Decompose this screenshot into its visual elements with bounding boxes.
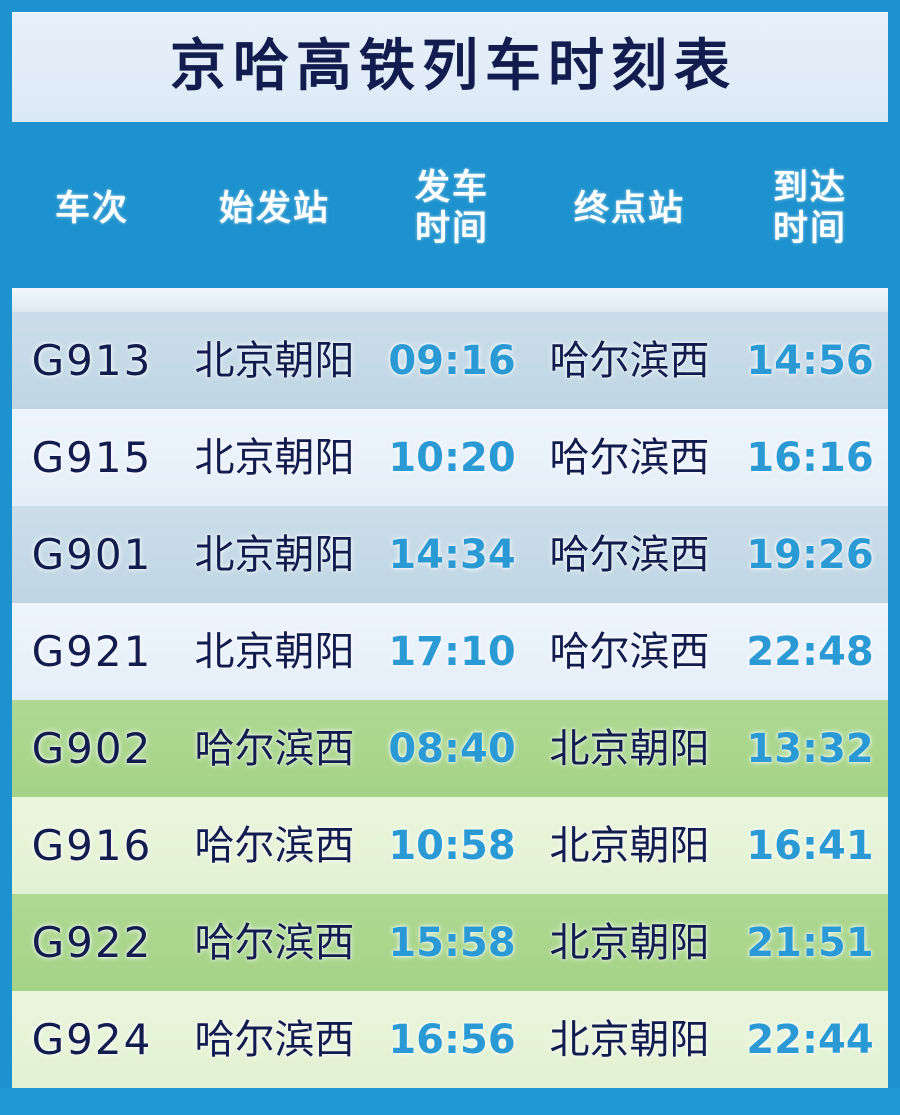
arrival-time: 16:16 — [746, 434, 874, 481]
train-number: G913 — [31, 335, 153, 385]
train-number: G915 — [31, 432, 153, 482]
table-row[interactable]: G924 哈尔滨西 16:56 北京朝阳 22:44 — [0, 991, 900, 1088]
departure-time: 15:58 — [388, 919, 516, 966]
origin-station: 北京朝阳 — [194, 531, 355, 578]
column-header-2: 发车 时间 — [377, 168, 527, 249]
arrival-time: 22:48 — [746, 628, 874, 675]
departure-time: 10:58 — [388, 822, 516, 869]
origin-station: 北京朝阳 — [194, 628, 355, 675]
train-number: G916 — [31, 820, 153, 870]
column-header-line: 终点站 — [573, 188, 685, 229]
train-number: G924 — [31, 1014, 153, 1064]
column-header-line: 发车 — [414, 168, 489, 209]
column-header-line: 时间 — [772, 209, 847, 249]
destination-station: 北京朝阳 — [549, 822, 710, 869]
departure-time: 14:34 — [388, 531, 516, 578]
origin-station: 北京朝阳 — [194, 434, 355, 481]
destination-station: 哈尔滨西 — [549, 337, 710, 384]
departure-time: 17:10 — [388, 628, 516, 675]
table-row[interactable]: G916 哈尔滨西 10:58 北京朝阳 16:41 — [0, 797, 900, 894]
destination-station: 北京朝阳 — [549, 1016, 710, 1063]
page-title: 京哈高铁列车时刻表 — [170, 34, 737, 99]
train-number: G922 — [31, 917, 153, 967]
train-number: G902 — [31, 723, 153, 773]
arrival-time: 14:56 — [746, 337, 874, 384]
arrival-time: 16:41 — [746, 822, 874, 869]
destination-station: 哈尔滨西 — [549, 434, 710, 481]
column-header-0: 车次 — [12, 189, 172, 230]
column-header-line: 时间 — [414, 209, 489, 249]
origin-station: 哈尔滨西 — [194, 822, 355, 869]
origin-station: 哈尔滨西 — [194, 919, 355, 966]
title-panel: 京哈高铁列车时刻表 — [12, 12, 888, 122]
table-row[interactable]: G922 哈尔滨西 15:58 北京朝阳 21:51 — [0, 894, 900, 991]
header-separator — [12, 288, 888, 312]
train-number: G901 — [31, 529, 153, 579]
table-header-row: 车次 始发站 发车 时间 终点站 到达 时间 — [12, 130, 888, 288]
table-row[interactable]: G921 北京朝阳 17:10 哈尔滨西 22:48 — [0, 603, 900, 700]
column-header-line: 车次 — [54, 188, 129, 229]
column-header-3: 终点站 — [527, 189, 732, 230]
departure-time: 09:16 — [388, 337, 516, 384]
column-header-1: 始发站 — [172, 189, 377, 230]
destination-station: 北京朝阳 — [549, 919, 710, 966]
arrival-time: 21:51 — [746, 919, 874, 966]
column-header-4: 到达 时间 — [732, 168, 888, 249]
origin-station: 哈尔滨西 — [194, 725, 355, 772]
table-row[interactable]: G913 北京朝阳 09:16 哈尔滨西 14:56 — [0, 312, 900, 409]
destination-station: 哈尔滨西 — [549, 531, 710, 578]
table-body: G913 北京朝阳 09:16 哈尔滨西 14:56 G915 北京朝阳 10:20 哈尔滨西 1… — [0, 312, 900, 1088]
origin-station: 哈尔滨西 — [194, 1016, 355, 1063]
origin-station: 北京朝阳 — [194, 337, 355, 384]
departure-time: 16:56 — [388, 1016, 516, 1063]
table-row[interactable]: G902 哈尔滨西 08:40 北京朝阳 13:32 — [0, 700, 900, 797]
train-number: G921 — [31, 626, 153, 676]
bottom-band — [0, 1088, 900, 1115]
table-row[interactable]: G915 北京朝阳 10:20 哈尔滨西 16:16 — [0, 409, 900, 506]
arrival-time: 13:32 — [746, 725, 874, 772]
table-row[interactable]: G901 北京朝阳 14:34 哈尔滨西 19:26 — [0, 506, 900, 603]
destination-station: 北京朝阳 — [549, 725, 710, 772]
column-header-line: 始发站 — [218, 188, 330, 229]
departure-time: 10:20 — [388, 434, 516, 481]
destination-station: 哈尔滨西 — [549, 628, 710, 675]
arrival-time: 22:44 — [746, 1016, 874, 1063]
departure-time: 08:40 — [388, 725, 516, 772]
table-header-band: 车次 始发站 发车 时间 终点站 到达 时间 — [0, 130, 900, 288]
column-header-line: 到达 — [772, 168, 847, 209]
arrival-time: 19:26 — [746, 531, 874, 578]
